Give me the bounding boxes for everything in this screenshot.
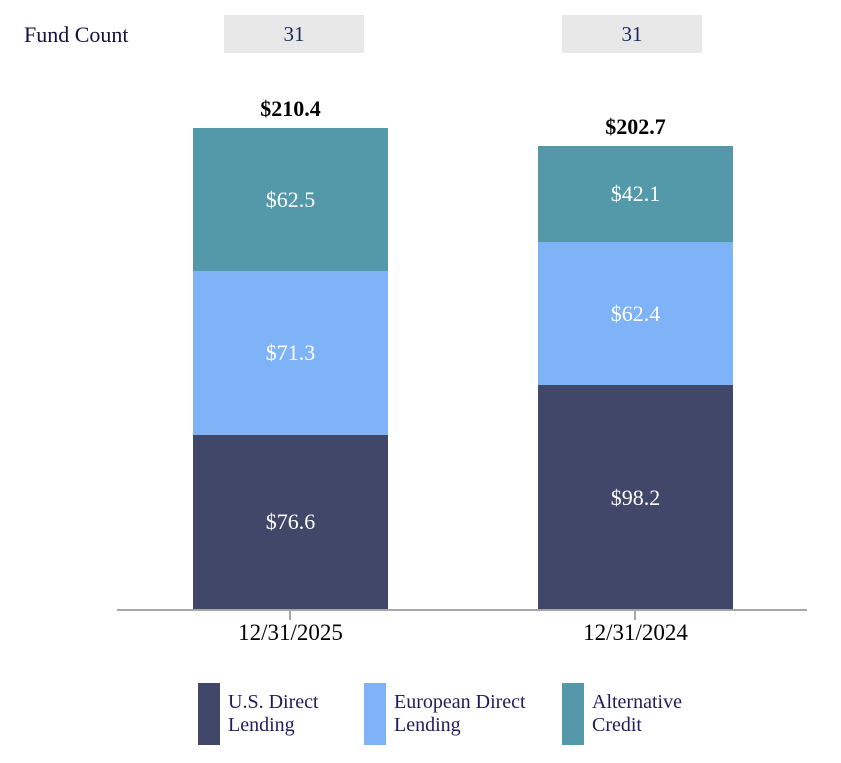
x-axis-category-label: 12/31/2025 (238, 620, 343, 645)
legend-item-european-direct-lending: European Direct Lending (364, 683, 549, 745)
segment-value-label: $71.3 (265, 339, 316, 365)
legend-item-alternative-credit: Alternative Credit (562, 683, 707, 745)
fund-count-label: Fund Count (24, 22, 129, 47)
legend-swatch-teal (562, 683, 584, 745)
segment-value-label: $98.2 (610, 484, 661, 510)
legend-label: U.S. Direct Lending (228, 691, 319, 736)
stacked-bar-2025: $62.5 $71.3 $76.6 (193, 128, 388, 610)
legend-swatch-light-blue (364, 683, 386, 745)
bar-segment-alternative-credit: $62.5 (193, 128, 388, 272)
bar-total-label: $210.4 (260, 96, 321, 121)
legend-item-us-direct-lending: U.S. Direct Lending (198, 683, 348, 745)
legend-swatch-navy (198, 683, 220, 745)
bar-segment-european-direct-lending: $71.3 (193, 271, 388, 435)
bar-segment-alternative-credit: $42.1 (538, 145, 733, 242)
x-axis-category-label: 12/31/2024 (583, 620, 688, 645)
segment-value-label: $76.6 (265, 509, 316, 535)
fund-count-value-box: 31 (224, 15, 364, 53)
x-axis-tick (289, 611, 291, 620)
x-axis-line (117, 609, 807, 611)
legend-label: European Direct Lending (394, 691, 526, 736)
bar-segment-us-direct-lending: $98.2 (538, 385, 733, 610)
bar-total-label: $202.7 (605, 113, 666, 139)
stacked-bar-2024: $42.1 $62.4 $98.2 (538, 145, 733, 610)
fund-count-value-box: 31 (562, 15, 702, 53)
legend-label: Alternative Credit (592, 691, 682, 736)
x-axis-tick (634, 611, 636, 620)
bar-segment-us-direct-lending: $76.6 (193, 434, 388, 610)
segment-value-label: $62.4 (610, 300, 661, 326)
bar-segment-european-direct-lending: $62.4 (538, 242, 733, 385)
segment-value-label: $62.5 (265, 186, 316, 212)
segment-value-label: $42.1 (610, 180, 661, 206)
